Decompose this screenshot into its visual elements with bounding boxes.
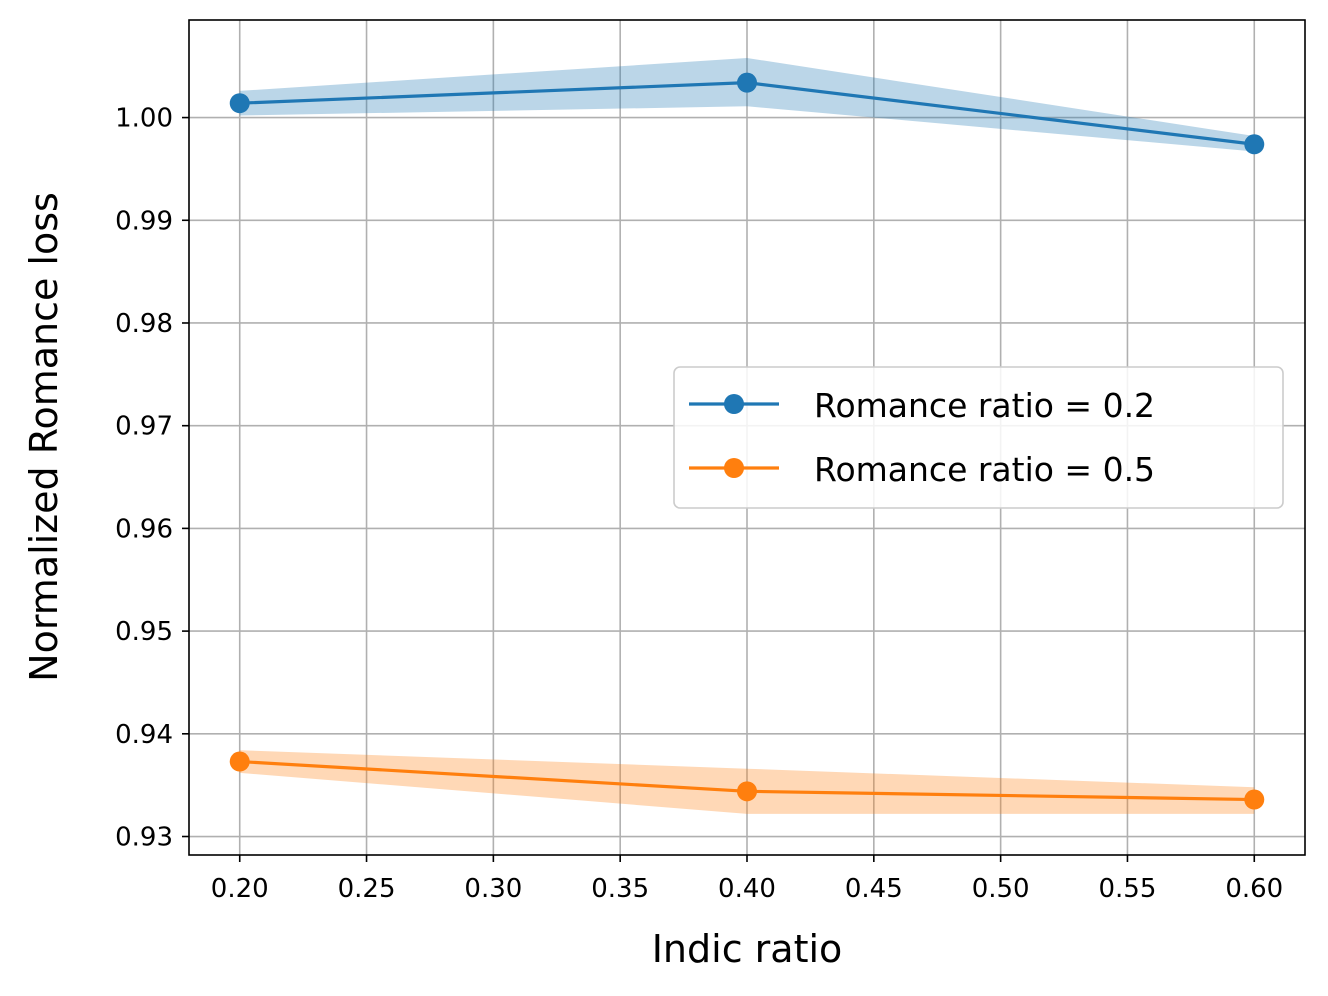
legend-label-romance-0-5: Romance ratio = 0.5 [814,450,1155,489]
x-tick-label: 0.50 [972,874,1030,904]
y-tick-label: 0.96 [115,514,173,544]
y-tick-label: 0.98 [115,309,173,339]
data-point-series-0 [737,72,757,93]
data-point-series-0 [229,93,250,114]
axis-ticks: 0.20 0.25 0.30 0.35 0.40 0.45 0.50 0.55 0.60 0.93… [115,104,1283,904]
series-lines [229,72,1265,810]
y-tick-label: 0.94 [115,720,173,750]
y-tick-label: 0.99 [115,206,173,236]
x-tick-label: 0.55 [1099,874,1157,904]
legend: Romance ratio = 0.2 Romance ratio = 0.5 [673,366,1284,509]
data-point-series-1 [1244,789,1265,810]
x-tick-label: 0.25 [338,874,396,904]
legend-marker-romance-0-5 [724,458,744,478]
y-tick-label: 0.93 [115,823,173,853]
x-tick-label: 0.20 [211,874,269,904]
data-point-series-0 [1244,134,1265,155]
x-tick-label: 0.40 [718,874,776,904]
x-tick-label: 0.30 [464,874,522,904]
y-tick-label: 0.97 [115,412,173,442]
y-tick-label: 0.95 [115,617,173,647]
data-point-series-1 [737,781,757,802]
data-point-series-1 [229,751,250,772]
y-tick-label: 1.00 [115,104,173,134]
x-tick-label: 0.45 [845,874,903,904]
confidence-band-series-0 [239,58,1255,152]
legend-box [673,366,1284,509]
x-tick-label: 0.35 [591,874,649,904]
legend-marker-romance-0-2 [724,394,744,414]
legend-label-romance-0-2: Romance ratio = 0.2 [814,386,1155,425]
x-axis-label: Indic ratio [652,927,843,971]
y-axis-label: Normalized Romance loss [22,192,66,682]
x-tick-label: 0.60 [1225,874,1283,904]
